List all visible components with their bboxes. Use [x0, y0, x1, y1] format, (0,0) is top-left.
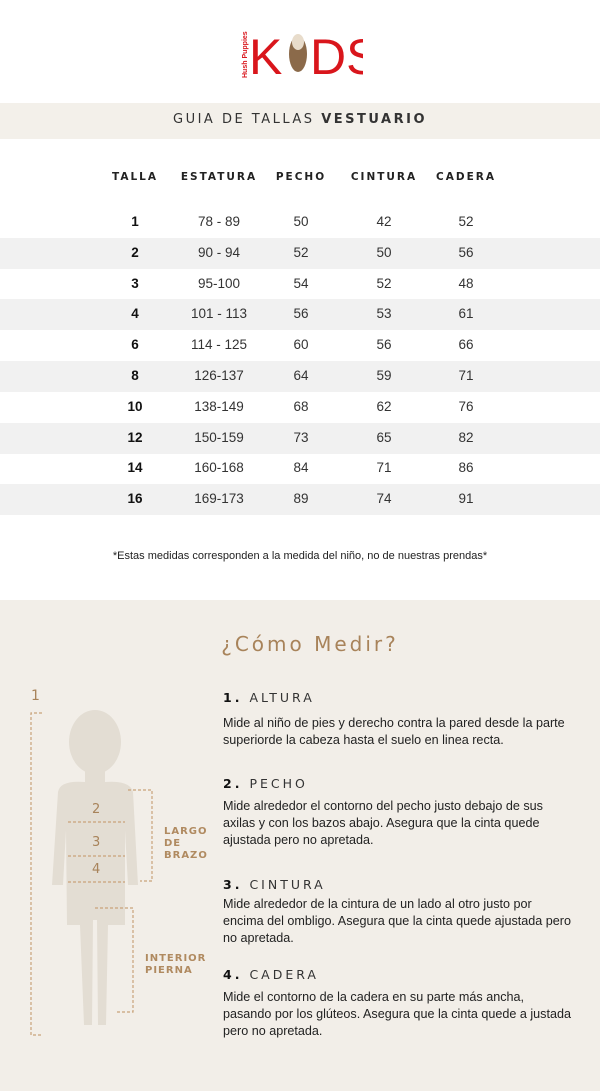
cell-cintura: 62 [376, 398, 392, 414]
cell-cadera: 82 [458, 429, 474, 445]
cell-talla: 2 [131, 244, 139, 260]
cell-pecho: 50 [293, 214, 309, 229]
cell-cintura: 56 [376, 337, 392, 353]
how-to-measure-title: ¿Cómo Medir? [221, 632, 399, 656]
cell-cintura: 74 [376, 491, 392, 507]
step-4-heading: 4. CADERA [223, 967, 319, 982]
cell-pecho: 68 [293, 398, 309, 414]
page-title: GUIA DE TALLAS VESTUARIO [0, 112, 600, 127]
cell-cadera: 91 [458, 491, 474, 507]
cell-cintura: 65 [376, 429, 392, 445]
cell-talla: 4 [131, 306, 139, 322]
cell-estatura: 90 - 94 [197, 244, 241, 260]
step-4-text: Mide el contorno de la cadera en su part… [223, 990, 571, 1038]
table-row: 4 101 - 113 56 53 61 [0, 299, 600, 331]
brand-logo: Hush Puppies K DS [238, 28, 379, 85]
label-2: 2 [92, 802, 100, 817]
label-4: 4 [92, 862, 100, 877]
cell-cadera: 61 [458, 306, 474, 322]
cell-estatura: 160-168 [194, 460, 244, 476]
column-header-pecho: PECHO [275, 171, 327, 183]
cell-pecho: 64 [293, 368, 309, 383]
cell-talla: 6 [131, 337, 139, 353]
cell-estatura: 169-173 [194, 491, 244, 507]
cell-talla: 16 [127, 491, 143, 507]
table-row: 1 78 - 89 50 42 52 [0, 207, 600, 238]
cell-cintura: 52 [376, 275, 392, 291]
cell-cadera: 71 [458, 368, 474, 383]
label-1: 1 [31, 688, 40, 704]
cell-estatura: 150-159 [194, 429, 244, 445]
cell-talla: 3 [131, 275, 139, 291]
svg-text:DS: DS [310, 29, 363, 80]
arm-label: BRAZO [164, 850, 208, 861]
title-emphasis: VESTUARIO [321, 112, 427, 127]
cell-talla: 14 [127, 460, 143, 476]
cell-cintura: 59 [376, 368, 392, 383]
step-3-heading: 3. CINTURA [223, 877, 326, 892]
cell-estatura: 78 - 89 [197, 214, 241, 229]
table-row: 16 169-173 89 74 91 [0, 484, 600, 516]
cell-estatura: 114 - 125 [190, 337, 248, 353]
cell-estatura: 95-100 [197, 275, 241, 291]
cell-talla: 1 [131, 214, 139, 229]
cell-pecho: 89 [293, 491, 309, 507]
cell-talla: 10 [127, 398, 143, 414]
cell-cadera: 76 [458, 398, 474, 414]
cell-cintura: 50 [376, 244, 392, 260]
step-2-text: Mide alrededor el contorno del pecho jus… [223, 799, 543, 847]
table-row: 6 114 - 125 60 56 66 [0, 330, 600, 361]
cell-cintura: 53 [376, 306, 392, 322]
label-3: 3 [92, 835, 100, 850]
cell-cintura: 42 [376, 214, 392, 229]
child-measure-diagram: 1 2 3 4 LARGO DE BRAZO INTERIOR PIERNA [30, 688, 208, 1036]
cell-pecho: 84 [293, 460, 309, 476]
column-header-cintura: CINTURA [350, 171, 418, 183]
cell-cadera: 66 [458, 337, 474, 353]
table-note: *Estas medidas corresponden a la medida … [112, 550, 488, 562]
cell-estatura: 101 - 113 [190, 306, 248, 322]
cell-estatura: 126-137 [194, 368, 244, 383]
cell-pecho: 56 [293, 306, 309, 322]
table-row: 12 150-159 73 65 82 [0, 422, 600, 454]
cell-pecho: 54 [293, 275, 309, 291]
cell-cadera: 56 [458, 244, 474, 260]
table-row: 14 160-168 84 71 86 [0, 453, 600, 484]
cell-talla: 12 [127, 429, 143, 445]
table-row: 10 138-149 68 62 76 [0, 392, 600, 423]
table-row: 8 126-137 64 59 71 [0, 361, 600, 392]
cell-cadera: 86 [458, 460, 474, 476]
column-header-estatura: ESTATURA [180, 171, 258, 183]
cell-cadera: 48 [458, 275, 474, 291]
leg-label: INTERIOR [145, 953, 206, 964]
cell-estatura: 138-149 [194, 398, 244, 414]
cell-pecho: 73 [293, 429, 309, 445]
step-3-text: Mide alrededor de la cintura de un lado … [223, 897, 571, 945]
title-band [0, 103, 600, 139]
child-silhouette-icon [52, 710, 138, 1025]
leg-label: PIERNA [145, 965, 193, 976]
column-header-cadera: CADERA [436, 171, 496, 183]
arm-label: DE [164, 838, 181, 849]
step-1-heading: 1. ALTURA [223, 690, 315, 705]
table-row: 2 90 - 94 52 50 56 [0, 237, 600, 269]
svg-text:Hush Puppies: Hush Puppies [242, 31, 249, 78]
cell-talla: 8 [131, 368, 139, 383]
step-2-heading: 2. PECHO [223, 776, 308, 791]
arm-label: LARGO [164, 826, 208, 837]
cell-cadera: 52 [458, 214, 474, 229]
column-header-talla: TALLA [112, 171, 158, 183]
svg-text:K: K [249, 29, 282, 80]
step-1-text: Mide al niño de pies y derecho contra la… [223, 716, 565, 747]
table-row: 3 95-100 54 52 48 [0, 269, 600, 300]
cell-pecho: 60 [293, 337, 309, 353]
cell-pecho: 52 [293, 244, 309, 260]
cell-cintura: 71 [376, 460, 392, 476]
title-prefix: GUIA DE TALLAS [173, 112, 315, 127]
